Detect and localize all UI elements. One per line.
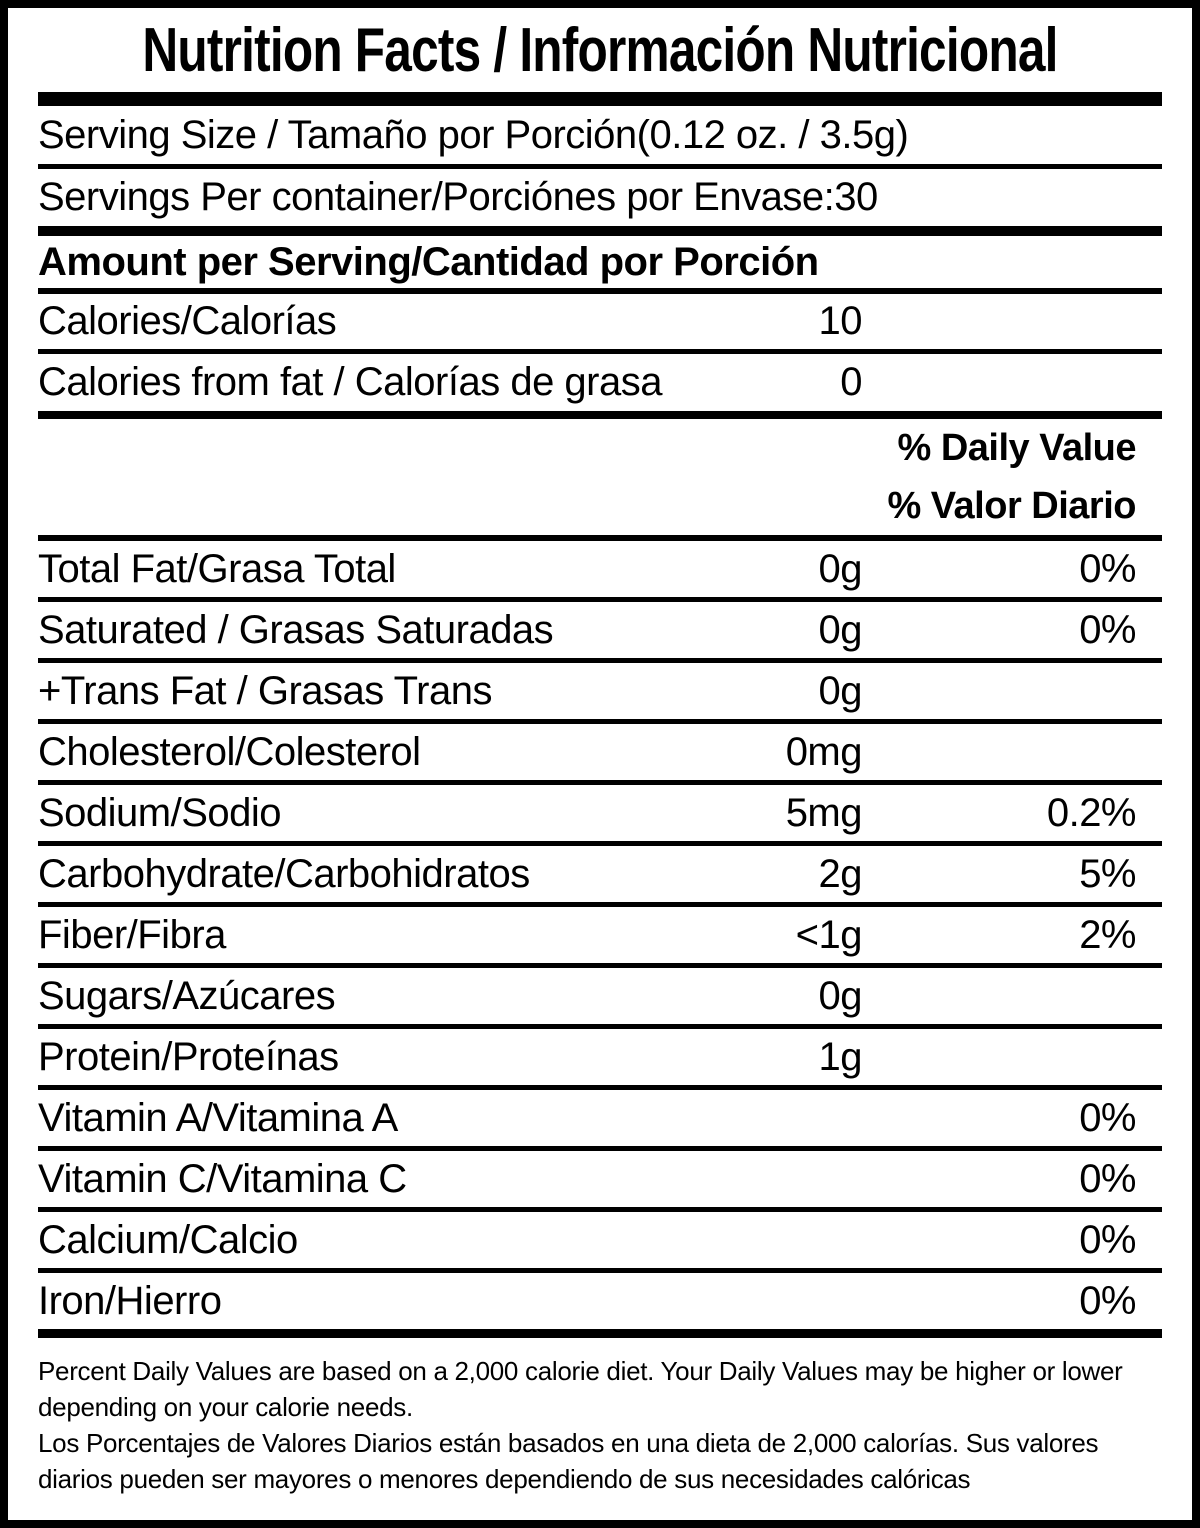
nutrient-amount: 0mg <box>785 729 863 774</box>
nutrient-row-iron: Iron/Hierro 0% <box>38 1273 1162 1338</box>
calories-from-fat-value: 0 <box>840 360 862 404</box>
calories-row: Calories/Calorías 10 <box>38 294 1162 354</box>
nutrient-amount: 0g <box>818 668 863 713</box>
serving-size-value: (0.12 oz. / 3.5g) <box>636 112 909 157</box>
nutrient-amount: 5mg <box>785 790 863 835</box>
nutrient-dv: 0% <box>1079 1278 1136 1323</box>
nutrient-amount: 1g <box>818 1034 863 1079</box>
nutrient-dv: 0% <box>1079 607 1136 652</box>
nutrient-label: Vitamin C/Vitamina C <box>38 1156 407 1201</box>
nutrient-row-carbohydrate: Carbohydrate/Carbohidratos 2g 5% <box>38 846 1162 907</box>
nutrient-row-sodium: Sodium/Sodio 5mg 0.2% <box>38 785 1162 846</box>
nutrient-dv: 0% <box>1079 1095 1136 1140</box>
serving-size-label: Serving Size / Tamaño por Porción <box>38 112 637 157</box>
nutrient-row-vitamin-a: Vitamin A/Vitamina A 0% <box>38 1090 1162 1151</box>
nutrient-dv: 0% <box>1079 546 1136 591</box>
nutrient-row-vitamin-c: Vitamin C/Vitamina C 0% <box>38 1151 1162 1212</box>
nutrient-amount: 0g <box>818 546 863 591</box>
footnote: Percent Daily Values are based on a 2,00… <box>38 1338 1162 1520</box>
nutrient-label: Iron/Hierro <box>38 1278 222 1323</box>
servings-per-container-row: Servings Per container/Porciónes por Env… <box>38 169 1162 236</box>
nutrient-dv: 0% <box>1079 1156 1136 1201</box>
nutrient-row-calcium: Calcium/Calcio 0% <box>38 1212 1162 1273</box>
calories-from-fat-label: Calories from fat / Calorías de grasa <box>38 360 662 404</box>
nutrient-label: Protein/Proteínas <box>38 1034 339 1079</box>
nutrient-row-protein: Protein/Proteínas 1g <box>38 1029 1162 1090</box>
servings-per-container-label: Servings Per container/Porciónes por Env… <box>38 175 835 219</box>
nutrient-label: Carbohydrate/Carbohidratos <box>38 851 530 896</box>
nutrient-amount: 2g <box>818 851 863 896</box>
calories-label: Calories/Calorías <box>38 299 337 343</box>
nutrient-label: Sugars/Azúcares <box>38 973 336 1018</box>
label-title: Nutrition Facts / Información Nutriciona… <box>142 15 1058 85</box>
calories-value: 10 <box>818 299 863 343</box>
amount-per-serving-header: Amount per Serving/Cantidad por Porción <box>38 236 1162 294</box>
nutrient-dv: 0.2% <box>1046 790 1137 835</box>
daily-value-header-es: % Valor Diario <box>38 477 1162 541</box>
nutrient-amount: 0g <box>818 973 863 1018</box>
nutrient-label: Calcium/Calcio <box>38 1217 298 1262</box>
footnote-spanish: Los Porcentajes de Valores Diarios están… <box>38 1427 1099 1494</box>
nutrient-dv: 2% <box>1079 912 1136 957</box>
nutrient-amount: 0g <box>818 607 863 652</box>
nutrient-amount: <1g <box>795 912 863 957</box>
nutrient-row-sugars: Sugars/Azúcares 0g <box>38 968 1162 1029</box>
nutrient-row-fiber: Fiber/Fibra <1g 2% <box>38 907 1162 968</box>
nutrient-label: +Trans Fat / Grasas Trans <box>38 668 492 713</box>
nutrient-label: Sodium/Sodio <box>38 790 282 835</box>
nutrient-row-cholesterol: Cholesterol/Colesterol 0mg <box>38 724 1162 785</box>
nutrient-label: Vitamin A/Vitamina A <box>38 1095 398 1140</box>
nutrient-label: Total Fat/Grasa Total <box>38 546 396 591</box>
footnote-english: Percent Daily Values are based on a 2,00… <box>38 1356 1123 1422</box>
amount-per-serving-text: Amount per Serving/Cantidad por Porción <box>38 239 819 284</box>
nutrient-label: Cholesterol/Colesterol <box>38 729 421 774</box>
serving-size-row: Serving Size / Tamaño por Porción (0.12 … <box>38 106 1162 169</box>
nutrient-row-total-fat: Total Fat/Grasa Total 0g 0% <box>38 541 1162 602</box>
nutrient-dv: 5% <box>1079 851 1136 896</box>
nutrient-label: Saturated / Grasas Saturadas <box>38 607 554 652</box>
nutrient-label: Fiber/Fibra <box>38 912 226 957</box>
servings-per-container-value: 30 <box>834 175 878 219</box>
nutrient-dv: 0% <box>1079 1217 1136 1262</box>
title-divider-bar <box>38 92 1162 106</box>
calories-from-fat-row: Calories from fat / Calorías de grasa 0 <box>38 354 1162 419</box>
daily-value-header-en: % Daily Value <box>897 426 1136 469</box>
nutrient-row-saturated-fat: Saturated / Grasas Saturadas 0g 0% <box>38 602 1162 663</box>
nutrient-row-trans-fat: +Trans Fat / Grasas Trans 0g <box>38 663 1162 724</box>
